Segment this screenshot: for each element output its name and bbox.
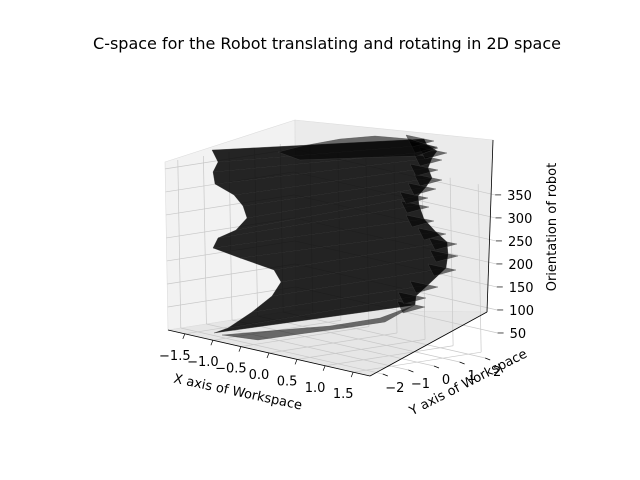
grid-x-back-6 (477, 184, 482, 353)
x-tick-mark (266, 352, 270, 359)
surface-spike-6 (417, 227, 447, 241)
cspace-surface (211, 134, 459, 341)
z-ticks: 50 100 150 200 250 300 350 (495, 189, 534, 342)
x-tick-mark (294, 359, 298, 365)
y-tick-label: 1 (467, 369, 475, 384)
grid-y-left-1 (203, 155, 207, 325)
x-tick-mark (182, 333, 186, 339)
grid-y-left-0 (177, 159, 182, 329)
grid-y-floor-2 (231, 319, 435, 367)
surface-spike-4 (429, 249, 459, 263)
z-tick-label: 250 (508, 235, 533, 250)
y-tick-mark (433, 365, 440, 369)
x-tick-mark (322, 365, 326, 371)
surface-spike-5 (428, 237, 458, 251)
y-tick-mark (408, 369, 414, 373)
grid-z-left-0 (167, 286, 296, 308)
y-tick-label: −2 (385, 381, 404, 396)
surface-spike-1 (397, 291, 427, 305)
surface-spike-11 (413, 173, 443, 187)
z-tick-label: 50 (510, 327, 527, 342)
y-ticks: −2 −1 0 1 2 (382, 357, 501, 396)
surface-spike-10 (407, 182, 437, 196)
z-tick-label: 150 (509, 281, 534, 296)
grid-y-floor-3 (257, 315, 460, 363)
surface-spike-8 (400, 200, 430, 214)
x-tick-mark (350, 372, 354, 378)
surface-bottom (221, 304, 416, 341)
chart-title: C-space for the Robot translating and ro… (93, 34, 561, 53)
z-axis-label: Orientation of robot (545, 163, 560, 292)
x-tick-label: −1.0 (187, 355, 219, 370)
x-tick-mark (210, 340, 214, 346)
surface-spike-2 (409, 280, 439, 294)
x-tick-label: −0.5 (215, 362, 247, 377)
y-axis-line (369, 311, 488, 377)
x-ticks: −1.5−1.0−0.5 0.0 0.5 1.0 1.5 (159, 333, 354, 402)
surface-spike-12 (409, 163, 439, 177)
surface-spike-3 (427, 263, 457, 277)
z-tick-label: 300 (508, 212, 533, 227)
y-tick-label: 2 (493, 365, 501, 380)
z-axis-line (486, 139, 494, 313)
surface-top (277, 135, 439, 161)
z-tick-label: 200 (508, 258, 533, 273)
grid-y-floor-1 (206, 323, 409, 371)
y-tick-label: 0 (442, 373, 450, 388)
z-tick-label: 100 (509, 304, 534, 319)
y-tick-mark (382, 373, 388, 377)
y-tick-mark (485, 357, 491, 361)
x-tick-label: −1.5 (159, 349, 191, 364)
grid-y-floor-4 (283, 311, 486, 359)
surface-spike-7 (405, 214, 435, 228)
y-tick-mark (459, 361, 465, 365)
z-tick-label: 350 (507, 189, 532, 204)
x-tick-label: 0.5 (277, 374, 298, 389)
x-tick-label: 0.0 (249, 368, 270, 383)
x-tick-label: 1.5 (333, 387, 354, 402)
y-tick-label: −1 (411, 377, 430, 392)
x-tick-mark (238, 346, 242, 352)
x-tick-label: 1.0 (305, 381, 326, 396)
grid-x-back-5 (449, 177, 454, 346)
grid-y-floor-0 (180, 327, 383, 375)
